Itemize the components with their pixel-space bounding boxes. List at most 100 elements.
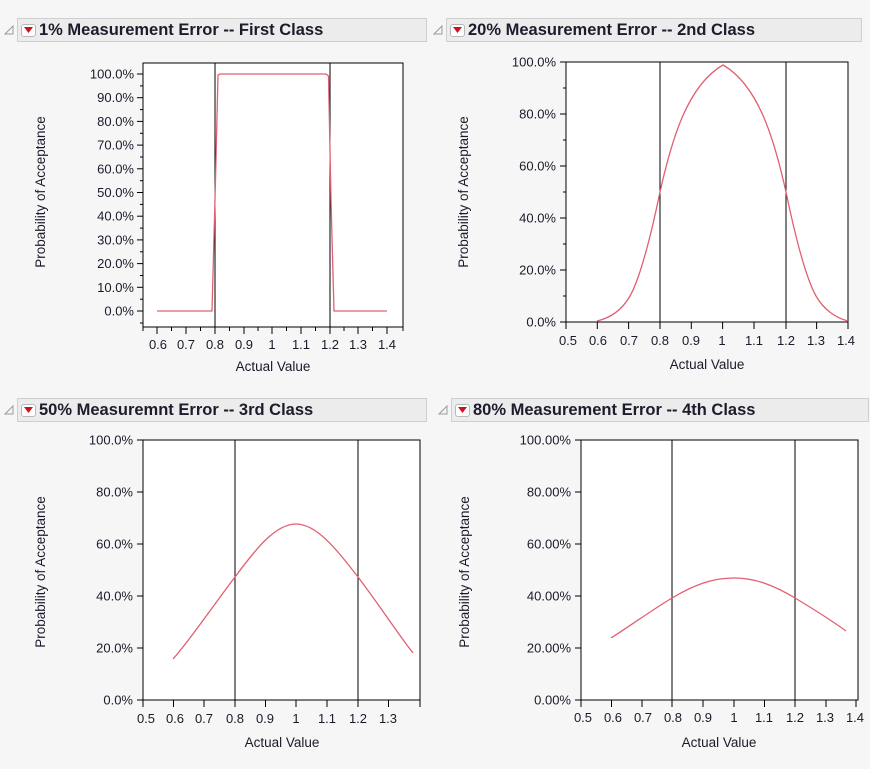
svg-text:1: 1 (268, 337, 275, 352)
chart-3: 0.0% 20.0% 40.0% 60.0% 80.0% 100.0% 0.5 … (33, 433, 421, 750)
svg-text:1: 1 (292, 711, 299, 726)
svg-text:20.0%: 20.0% (97, 256, 134, 271)
svg-text:60.0%: 60.0% (96, 537, 133, 552)
y-tick-labels: 0.0% 20.0% 40.0% 60.0% 80.0% 100.0% (89, 433, 134, 708)
panel-title: 20% Measurement Error -- 2nd Class (468, 20, 756, 39)
oc-curve (157, 73, 387, 312)
outline-title-box: 80% Measurement Error -- 4th Class (451, 398, 869, 422)
chart-4: 0.00% 20.00% 40.00% 60.00% 80.00% 100.00… (457, 433, 864, 751)
svg-text:0.5: 0.5 (137, 711, 155, 726)
outline-title-box: 50% Measuremnt Error -- 3rd Class (17, 398, 427, 422)
svg-text:100.0%: 100.0% (89, 433, 134, 448)
svg-text:0.6: 0.6 (589, 333, 607, 348)
svg-text:0.0%: 0.0% (526, 315, 556, 330)
svg-text:1.3: 1.3 (349, 337, 367, 352)
panel-header-1: 1% Measurement Error -- First Class (4, 18, 427, 42)
svg-text:1.2: 1.2 (321, 337, 339, 352)
disclosure-triangle-icon[interactable] (4, 405, 14, 415)
svg-text:0.0%: 0.0% (104, 304, 134, 319)
disclosure-triangle-icon[interactable] (4, 25, 14, 35)
disclosure-triangle-icon[interactable] (433, 25, 443, 35)
disclosure-triangle-icon[interactable] (438, 405, 448, 415)
x-axis-ticks (142, 327, 404, 334)
svg-text:60.0%: 60.0% (519, 159, 556, 174)
x-axis-ticks (580, 700, 857, 707)
svg-text:0.00%: 0.00% (534, 693, 571, 708)
svg-text:90.0%: 90.0% (97, 90, 134, 105)
svg-text:0.9: 0.9 (235, 337, 253, 352)
x-axis-ticks (142, 700, 421, 707)
svg-text:1.1: 1.1 (745, 333, 763, 348)
chart-2: 0.0% 20.0% 40.0% 60.0% 80.0% 100.0% 0.5 … (456, 55, 855, 373)
svg-text:60.0%: 60.0% (97, 161, 134, 176)
svg-text:0.9: 0.9 (256, 711, 274, 726)
x-tick-labels: 0.5 0.6 0.7 0.8 0.9 1 1.1 1.2 1.3 1.4 (559, 333, 855, 348)
oc-curve (172, 523, 414, 660)
y-axis-ticks (575, 439, 581, 701)
x-tick-labels: 0.5 0.6 0.7 0.8 0.9 1 1.1 1.2 1.3 1.4 (574, 710, 864, 725)
svg-text:40.0%: 40.0% (97, 209, 134, 224)
svg-text:0.8: 0.8 (206, 337, 224, 352)
svg-text:70.0%: 70.0% (97, 138, 134, 153)
svg-text:1.3: 1.3 (379, 711, 397, 726)
svg-text:100.00%: 100.00% (520, 433, 572, 448)
x-axis-ticks (565, 322, 849, 329)
svg-text:0.5: 0.5 (574, 710, 592, 725)
svg-text:0.0%: 0.0% (103, 693, 133, 708)
panel-title: 1% Measurement Error -- First Class (39, 20, 324, 39)
y-axis-title: Probability of Acceptance (456, 116, 471, 268)
svg-text:80.0%: 80.0% (519, 107, 556, 122)
plot-frame (142, 439, 421, 701)
svg-text:0.7: 0.7 (620, 333, 638, 348)
svg-text:0.9: 0.9 (694, 710, 712, 725)
svg-text:1.4: 1.4 (837, 333, 855, 348)
svg-text:0.6: 0.6 (166, 711, 184, 726)
svg-text:20.0%: 20.0% (96, 641, 133, 656)
svg-text:1.2: 1.2 (786, 710, 804, 725)
svg-text:40.00%: 40.00% (527, 589, 572, 604)
svg-text:0.6: 0.6 (149, 337, 167, 352)
plot-frame (142, 62, 404, 328)
svg-text:30.0%: 30.0% (97, 232, 134, 247)
svg-text:20.0%: 20.0% (519, 263, 556, 278)
svg-text:0.7: 0.7 (634, 710, 652, 725)
svg-text:1: 1 (718, 333, 725, 348)
panel-header-2: 20% Measurement Error -- 2nd Class (433, 18, 862, 42)
svg-text:80.00%: 80.00% (527, 485, 572, 500)
svg-text:60.00%: 60.00% (527, 537, 572, 552)
x-axis-title: Actual Value (236, 359, 311, 374)
svg-text:20.00%: 20.00% (527, 641, 572, 656)
y-axis-ticks (137, 439, 143, 701)
svg-text:100.0%: 100.0% (512, 55, 557, 70)
red-triangle-menu-icon[interactable] (450, 23, 465, 37)
y-axis-title: Probability of Acceptance (33, 116, 48, 268)
red-triangle-menu-icon[interactable] (455, 403, 470, 417)
red-triangle-menu-icon[interactable] (21, 23, 36, 37)
chart-1: 0.0% 10.0% 20.0% 30.0% 40.0% 50.0% 60.0%… (33, 62, 404, 374)
outline-title-box: 20% Measurement Error -- 2nd Class (446, 18, 862, 42)
x-axis-title: Actual Value (670, 357, 745, 372)
red-triangle-menu-icon[interactable] (21, 403, 36, 417)
panel-title: 80% Measurement Error -- 4th Class (473, 400, 756, 419)
svg-text:1.4: 1.4 (846, 710, 864, 725)
svg-text:80.0%: 80.0% (97, 114, 134, 129)
panel-header-4: 80% Measurement Error -- 4th Class (438, 398, 869, 422)
outline-title-box: 1% Measurement Error -- First Class (17, 18, 427, 42)
svg-text:1.1: 1.1 (292, 337, 310, 352)
x-tick-labels: 0.5 0.6 0.7 0.8 0.9 1 1.1 1.2 1.3 (137, 711, 397, 726)
svg-text:0.5: 0.5 (559, 333, 577, 348)
svg-text:40.0%: 40.0% (519, 211, 556, 226)
plot-frame (565, 61, 849, 323)
svg-text:80.0%: 80.0% (96, 485, 133, 500)
svg-text:1.2: 1.2 (777, 333, 795, 348)
svg-text:1.1: 1.1 (318, 711, 336, 726)
svg-text:1: 1 (730, 710, 737, 725)
svg-text:1.4: 1.4 (378, 337, 396, 352)
svg-text:40.0%: 40.0% (96, 589, 133, 604)
panel-title: 50% Measuremnt Error -- 3rd Class (39, 400, 314, 419)
y-axis-title: Probability of Acceptance (33, 496, 48, 648)
panel-header-3: 50% Measuremnt Error -- 3rd Class (4, 398, 427, 422)
x-tick-labels: 0.6 0.7 0.8 0.9 1 1.1 1.2 1.3 1.4 (149, 337, 396, 352)
plot-frame (580, 439, 859, 701)
